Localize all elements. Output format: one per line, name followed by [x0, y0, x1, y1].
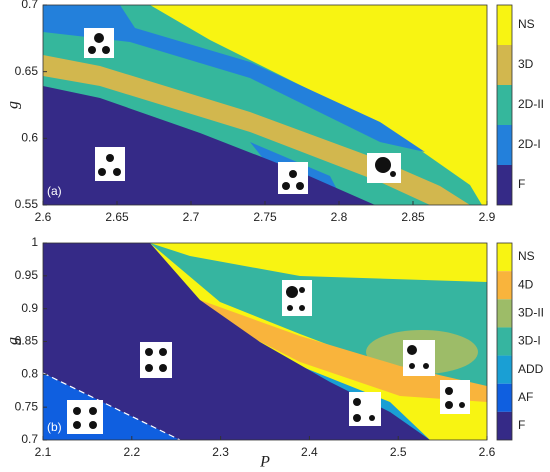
- colorbar-swatch: [497, 299, 512, 328]
- phase-region: [200, 300, 487, 402]
- colorbar-swatch: [497, 243, 512, 272]
- y-tick-label: 0.95: [15, 268, 39, 282]
- colorbar-swatch: [497, 85, 512, 125]
- x-tick-label: 2.7: [183, 210, 200, 224]
- colorbar-frame: [496, 4, 513, 206]
- colorbar-label: NS: [518, 249, 535, 263]
- y-tick-label: 0.65: [15, 64, 39, 78]
- colorbar-swatch: [497, 327, 512, 356]
- x-tick-label: 2.75: [253, 210, 277, 224]
- colorbar-label: 4D: [518, 277, 534, 291]
- x-tick-label: 2.5: [390, 445, 407, 459]
- x-tick-label: 2.3: [212, 445, 229, 459]
- phase-region: [43, 243, 430, 440]
- colorbar-swatch: [497, 355, 512, 384]
- colorbar-swatch: [497, 5, 512, 45]
- colorbar-swatch: [497, 45, 512, 85]
- colorbar-frame: [496, 242, 513, 441]
- panel-label: (a): [47, 184, 62, 198]
- x-tick-label: 2.4: [301, 445, 318, 459]
- y-axis-label: g: [5, 101, 22, 109]
- x-tick-label: 2.85: [401, 210, 425, 224]
- y-tick-label: 0.55: [15, 197, 39, 211]
- x-tick-label: 2.65: [105, 210, 129, 224]
- colorbar-label: 3D-I: [518, 334, 541, 348]
- x-tick-label: 2.6: [35, 210, 52, 224]
- colorbar-swatch: [497, 383, 512, 412]
- phase-region: [43, 5, 425, 152]
- colorbar-swatch: [497, 271, 512, 300]
- y-tick-label: 0.8: [21, 367, 38, 381]
- y-axis-label: g: [5, 337, 22, 345]
- panel-label: (b): [47, 420, 62, 434]
- colorbar-label: 2D-II: [518, 97, 544, 111]
- colorbar-label: NS: [518, 17, 535, 31]
- x-tick-label: 2.2: [123, 445, 140, 459]
- x-axis-label: P: [259, 454, 270, 471]
- x-tick-label: 2.1: [35, 445, 52, 459]
- y-tick-label: 0.9: [21, 301, 38, 315]
- colorbar-label: AF: [518, 390, 533, 404]
- y-tick-label: 0.75: [15, 399, 39, 413]
- colorbar-label: 3D-II: [518, 306, 544, 320]
- y-tick-label: 0.85: [15, 334, 39, 348]
- colorbar-label: 2D-I: [518, 137, 541, 151]
- colorbar-swatch: [497, 165, 512, 205]
- y-tick-label: 1: [31, 235, 38, 249]
- y-tick-label: 0.6: [21, 131, 38, 145]
- boundary-line: [42, 372, 181, 441]
- x-tick-label: 2.6: [479, 445, 496, 459]
- y-tick-label: 0.7: [21, 432, 38, 446]
- phase-region: [43, 55, 470, 205]
- colorbar-label: F: [518, 418, 525, 432]
- icons: [67, 28, 470, 434]
- colorbar-label: 3D: [518, 57, 534, 71]
- colorbar-swatch: [497, 125, 512, 165]
- colorbar-swatch: [497, 411, 512, 440]
- x-tick-label: 2.8: [331, 210, 348, 224]
- y-tick-label: 0.7: [21, 0, 38, 11]
- colorbar-label: F: [518, 177, 525, 191]
- x-tick-label: 2.9: [479, 210, 496, 224]
- plot-area: [43, 5, 487, 205]
- colorbar-label: ADD: [518, 362, 544, 376]
